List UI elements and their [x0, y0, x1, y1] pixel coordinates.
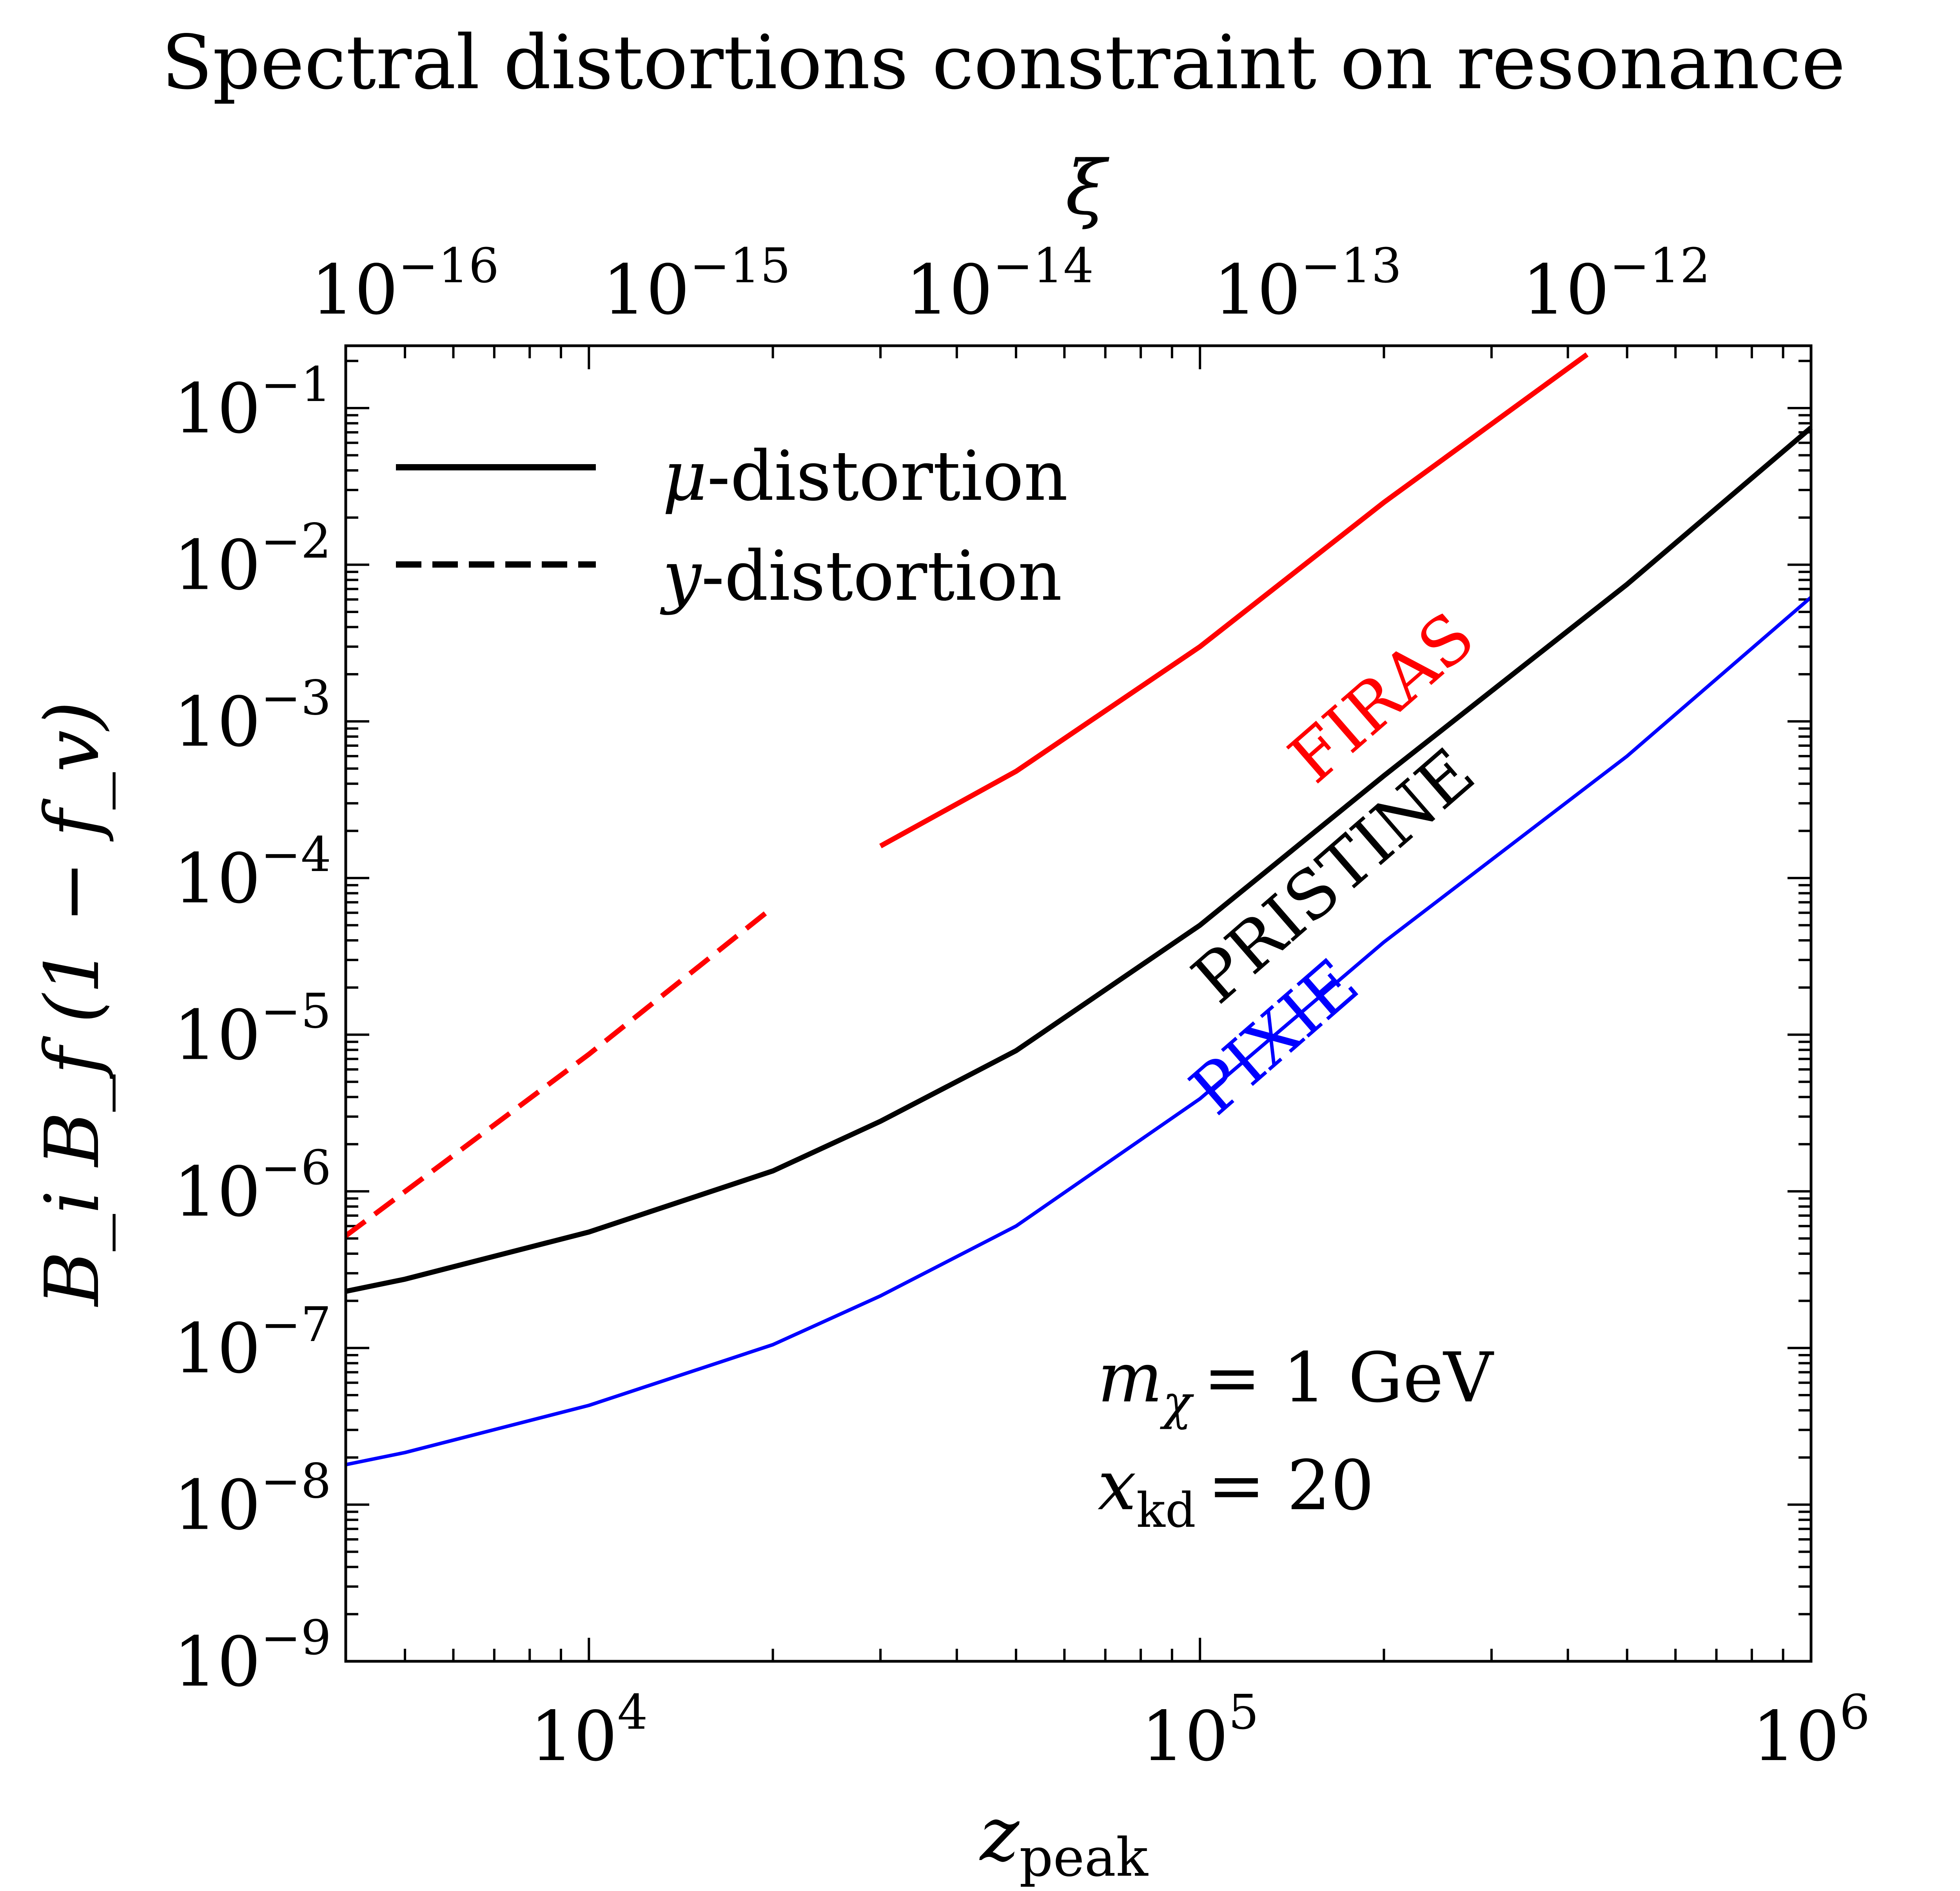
y-tick-label: 10−8	[173, 1453, 331, 1545]
y-tick-label: 10−5	[173, 984, 331, 1076]
y-tick-label: 10−6	[173, 1140, 331, 1232]
x-tick-label: 104	[530, 1684, 648, 1777]
plot-frame	[344, 344, 1813, 1663]
x-tick-labels: 104 105 106	[530, 1684, 1870, 1777]
x-tick-label: 106	[1752, 1684, 1870, 1777]
axis-ticks	[345, 346, 1812, 1662]
parameter-annotation: mχ = 1 GeV xkd = 20	[1098, 1338, 1494, 1538]
y-tick-labels: 10−9 10−8 10−7 10−6 10−5 10−4 10−3 10−2 10−1	[173, 357, 331, 1702]
y-tick-label: 10−2	[173, 514, 331, 606]
legend-item-y: y-distortion	[660, 537, 1062, 616]
top-tick-labels: 10−16 10−15 10−14 10−13 10−12	[311, 238, 1710, 330]
y-tick-label: 10−4	[173, 827, 331, 919]
series-layer	[344, 352, 1813, 1466]
top-tick-label: 10−14	[906, 238, 1094, 330]
top-tick-label: 10−13	[1214, 238, 1402, 330]
x-tick-label: 105	[1141, 1684, 1259, 1777]
series-line-pristine-mu	[345, 426, 1813, 1294]
series-line-pixie-mu	[345, 596, 1812, 1466]
xkd-annotation: xkd = 20	[1098, 1446, 1374, 1538]
y-tick-label: 10−1	[173, 357, 331, 449]
svg-text:ξ: ξ	[1065, 145, 1110, 231]
y-tick-label: 10−3	[173, 670, 331, 762]
legend-item-mu: μ-distortion	[662, 437, 1068, 516]
y-axis-label: B_i B_f (1 − f_v)	[29, 701, 116, 1307]
legend: μ-distortion y-distortion	[396, 437, 1068, 616]
top-tick-label: 10−16	[311, 238, 499, 330]
mass-annotation: mχ = 1 GeV	[1098, 1338, 1494, 1430]
y-tick-label: 10−9	[173, 1610, 331, 1702]
y-tick-label: 10−7	[173, 1297, 331, 1389]
top-tick-label: 10−12	[1522, 238, 1710, 330]
top-tick-label: 10−15	[603, 238, 791, 330]
chart-title: Spectral distortions constraint on reson…	[162, 19, 1846, 106]
x-axis-label: zpeak	[979, 1791, 1149, 1888]
top-axis-label: ξ	[1065, 145, 1110, 231]
